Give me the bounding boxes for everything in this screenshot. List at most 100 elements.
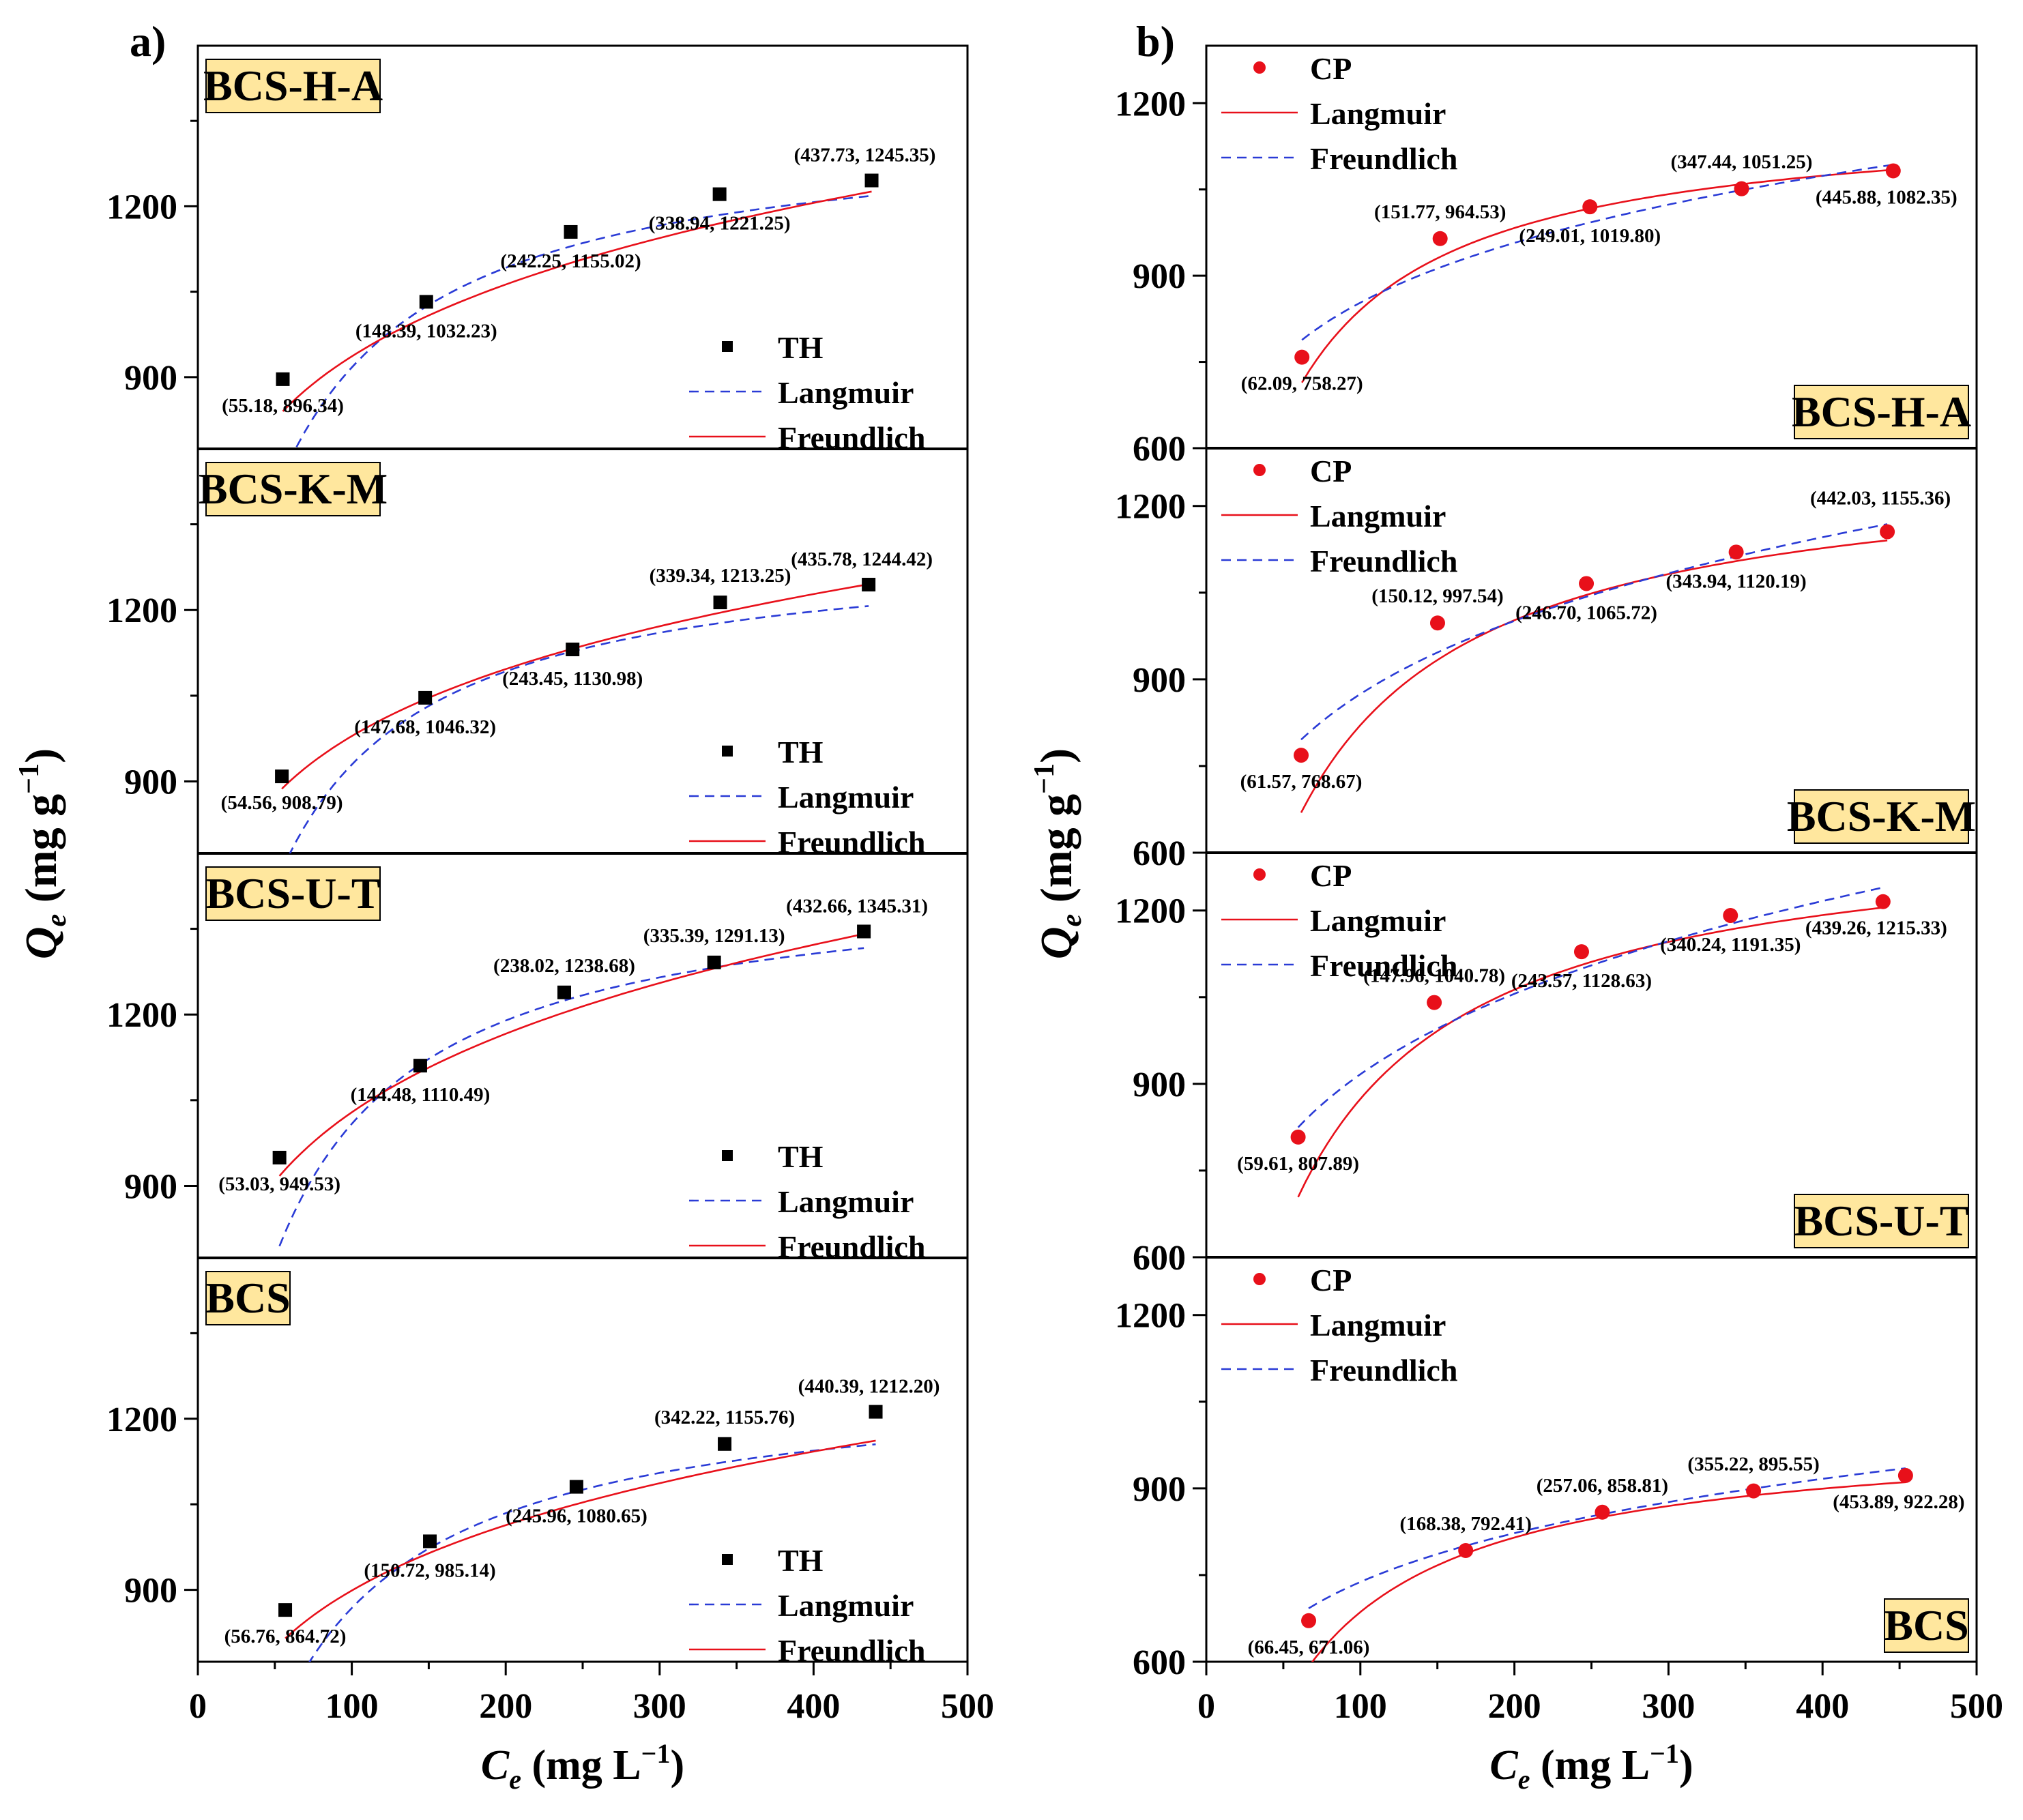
plot-area <box>272 924 871 1247</box>
data-label: (66.45, 671.06) <box>1248 1636 1370 1658</box>
legend-label: CP <box>1310 454 1352 488</box>
legend-label: Langmuir <box>1310 1308 1446 1342</box>
freundlich-fit-curve <box>1300 523 1888 741</box>
legend-label: CP <box>1310 51 1352 86</box>
x-tick-label: 100 <box>325 1687 379 1726</box>
y-tick-label: 600 <box>1133 430 1186 469</box>
plot-area <box>1294 523 1895 813</box>
y-tick-label: 1200 <box>106 591 177 630</box>
legend-marker <box>722 746 733 757</box>
data-point <box>276 372 290 386</box>
freundlich-fit-curve <box>282 190 872 412</box>
legend-item: TH <box>722 1543 824 1578</box>
legend-marker <box>722 1554 733 1565</box>
y-tick-label: 1200 <box>1115 488 1186 527</box>
data-label: (55.18, 896.34) <box>222 395 344 417</box>
legend-label: Langmuir <box>778 1184 914 1219</box>
x-tick-label: 0 <box>189 1687 207 1726</box>
legend-item: Freundlich <box>689 1633 925 1668</box>
legend-item: Langmuir <box>689 1184 914 1219</box>
legend-item: Langmuir <box>1221 499 1446 533</box>
x-tick-label: 400 <box>787 1687 840 1726</box>
y-tick-label: 1200 <box>1115 892 1186 931</box>
legend-item: Langmuir <box>689 375 914 410</box>
legend-label: Freundlich <box>1310 141 1457 176</box>
legend-label: Langmuir <box>1310 96 1446 131</box>
legend-item: CP <box>1253 1263 1352 1297</box>
legend-item: Freundlich <box>1221 1353 1457 1388</box>
data-point <box>1301 1613 1317 1628</box>
data-label: (257.06, 858.81) <box>1537 1475 1668 1497</box>
legend-item: TH <box>722 735 824 769</box>
data-point <box>1734 181 1749 196</box>
y-axis-title: Qe (mg g−1) <box>14 748 72 959</box>
plot-area <box>278 1405 883 1662</box>
legend-marker <box>1253 868 1266 881</box>
sample-label-box <box>205 462 381 516</box>
x-tick-label: 0 <box>1197 1687 1215 1726</box>
plot-area <box>276 173 879 449</box>
data-point <box>707 955 721 969</box>
data-point <box>419 295 433 309</box>
langmuir-fit-curve <box>294 194 872 449</box>
subplot-bcs-u-t: 900 1200 (53.03, 949.53) (144.48, 1110.49) (… <box>106 866 928 1264</box>
legend-item: TH <box>722 330 824 365</box>
legend-label: Freundlich <box>1310 544 1457 578</box>
langmuir-fit-curve <box>1300 539 1888 813</box>
legend-item: CP <box>1253 454 1352 488</box>
legend-marker <box>722 1150 733 1161</box>
sample-label: BCS <box>205 1274 291 1322</box>
sample-label: BCS-U-T <box>205 869 380 918</box>
data-label: (238.02, 1238.68) <box>493 955 635 977</box>
sample-label-box <box>205 866 381 921</box>
data-label: (151.77, 964.53) <box>1374 201 1506 223</box>
y-tick-label: 900 <box>1133 257 1186 296</box>
x-tick-label: 300 <box>633 1687 686 1726</box>
plot-area <box>1290 886 1891 1198</box>
data-point <box>423 1534 437 1549</box>
legend-item: CP <box>1253 51 1352 86</box>
sample-label-box <box>1884 1598 1969 1653</box>
legend-item: Freundlich <box>689 1229 925 1264</box>
data-label: (148.39, 1032.23) <box>355 320 497 342</box>
legend-item: Langmuir <box>689 1588 914 1623</box>
data-label: (242.25, 1155.02) <box>500 250 641 272</box>
langmuir-fit-curve <box>1301 168 1893 383</box>
data-point <box>1290 1129 1306 1145</box>
data-label: (347.44, 1051.25) <box>1671 151 1813 173</box>
x-tick-label: 400 <box>1796 1687 1849 1726</box>
data-label: (435.78, 1244.42) <box>791 548 933 570</box>
data-point <box>413 1059 427 1073</box>
subplot-bcs-u-t: 600 900 1200 (59.61, 807.89) (147.96, 1040.7… <box>1115 858 1969 1278</box>
sample-label: BCS-H-A <box>203 61 383 110</box>
legend-label: CP <box>1310 858 1352 893</box>
data-point <box>569 1480 583 1494</box>
data-label: (150.12, 997.54) <box>1371 585 1503 607</box>
y-tick-label: 900 <box>124 763 177 802</box>
data-label: (445.88, 1082.35) <box>1816 186 1957 208</box>
y-tick-label: 1200 <box>106 1400 177 1439</box>
legend-marker <box>722 341 733 352</box>
legend-label: Langmuir <box>778 375 914 410</box>
legend-label: Freundlich <box>1310 1353 1457 1388</box>
legend-label: TH <box>778 735 824 769</box>
legend-label: TH <box>778 1543 824 1578</box>
data-label: (453.89, 922.28) <box>1833 1491 1964 1513</box>
y-tick-label: 600 <box>1133 1239 1186 1278</box>
legend-marker <box>1253 61 1266 74</box>
subplot-bcs-k-m: 600 900 1200 (61.57, 768.67) (150.12, 997.54… <box>1115 454 1976 873</box>
data-point <box>862 577 876 591</box>
legend-item: Freundlich <box>1221 544 1457 578</box>
sample-label-box <box>205 59 381 113</box>
data-point <box>1429 615 1445 631</box>
legend-label: Freundlich <box>778 1633 925 1668</box>
data-label: (147.68, 1046.32) <box>354 716 496 738</box>
legend-item: Langmuir <box>689 780 914 814</box>
data-point <box>1875 894 1891 909</box>
data-point <box>275 769 289 784</box>
freundlich-fit-curve <box>1297 886 1884 1128</box>
data-label: (150.72, 985.14) <box>364 1559 495 1581</box>
sample-label: BCS-K-M <box>1787 792 1976 840</box>
y-tick-label: 1200 <box>1115 1297 1186 1336</box>
plot-area <box>1301 1467 1913 1662</box>
